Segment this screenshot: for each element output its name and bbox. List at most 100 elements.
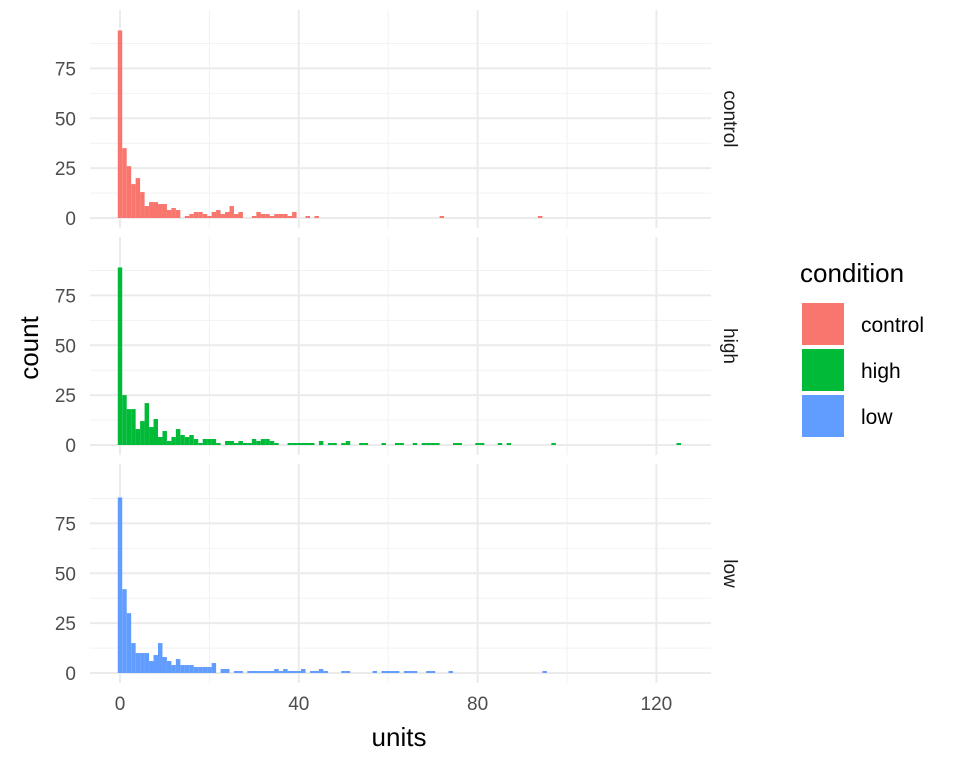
histogram-bar-high (198, 443, 203, 445)
histogram-bar-control (283, 214, 288, 218)
histogram-bar-control (278, 214, 284, 218)
histogram-bar-high (426, 443, 431, 445)
legend-key-high (802, 349, 844, 391)
histogram-bar-control (122, 148, 127, 218)
histogram-bar-control (225, 212, 230, 218)
histogram-bar-control (274, 214, 279, 218)
legend-label-control: control (861, 314, 924, 337)
x-axis: 0 40 80 120 (115, 694, 673, 715)
histogram-bar-high (421, 443, 427, 445)
histogram-bar-high (274, 443, 279, 445)
histogram-bar-low (220, 669, 226, 673)
y-axis-title: count (14, 315, 44, 379)
histogram-bar-control (537, 216, 543, 218)
facet-panel-control: 0 25 50 75 control (55, 10, 740, 230)
histogram-bar-low (381, 671, 386, 673)
histogram-bar-control (287, 216, 293, 218)
histogram-bar-low (238, 671, 243, 673)
histogram-bar-high (676, 443, 681, 445)
histogram-bar-high (211, 439, 217, 445)
histogram-bar-low (323, 671, 328, 673)
histogram-bar-low (426, 671, 431, 673)
histogram-bar-high (287, 443, 293, 445)
histogram-bar-low (233, 671, 239, 673)
histogram-bar-high (296, 443, 302, 445)
histogram-bar-high (292, 443, 297, 445)
histogram-bar-control (211, 212, 217, 218)
histogram-bar-control (144, 206, 150, 218)
histogram-bar-high (153, 419, 158, 445)
histogram-bar-low (394, 671, 400, 673)
histogram-bar-control (193, 212, 199, 218)
histogram-bar-high (131, 409, 136, 445)
histogram-bar-low (278, 671, 284, 673)
y-tick-label: 50 (55, 336, 76, 357)
histogram-bar-low (309, 671, 315, 673)
histogram-bar-high (327, 443, 333, 445)
histogram-bar-high (394, 443, 400, 445)
histogram-bar-high (341, 443, 346, 445)
x-tick-label: 40 (288, 694, 309, 715)
histogram-bar-high (166, 441, 172, 445)
histogram-bar-high (238, 441, 243, 445)
histogram-bar-high (506, 443, 512, 445)
histogram-bar-high (117, 267, 123, 445)
histogram-bar-high (233, 443, 239, 445)
histogram-bar-control (314, 216, 319, 218)
legend-key-low (802, 395, 844, 437)
histogram-bar-control (256, 212, 261, 218)
legend-key-control (802, 303, 844, 345)
legend: condition control high low (800, 258, 924, 437)
histogram-bar-high (135, 429, 141, 445)
histogram-bar-low (448, 671, 454, 673)
histogram-bar-control (439, 216, 445, 218)
histogram-bar-high (479, 443, 485, 445)
histogram-bar-low (131, 643, 136, 673)
histogram-bar-high (189, 435, 194, 445)
facet-strip-label-control: control (719, 90, 740, 147)
histogram-bar-low (260, 671, 266, 673)
histogram-bar-high (229, 441, 234, 445)
histogram-bar-high (430, 443, 436, 445)
histogram-bar-high (412, 443, 418, 445)
histogram-bar-low (202, 667, 208, 673)
histogram-bar-control (229, 206, 234, 218)
histogram-bar-control (292, 212, 297, 218)
histogram-bar-control (260, 214, 266, 218)
histogram-bar-high (399, 443, 404, 445)
histogram-bar-low (403, 671, 409, 673)
legend-label-high: high (861, 360, 901, 383)
legend-title: condition (800, 258, 904, 288)
histogram-bar-high (309, 443, 315, 445)
y-tick-label: 75 (55, 59, 76, 80)
histogram-bar-control (184, 216, 190, 218)
histogram-bar-high (149, 427, 154, 445)
histogram-bar-low (157, 643, 163, 673)
y-tick-label: 75 (55, 514, 76, 535)
histogram-bar-control (175, 210, 181, 218)
histogram-bar-low (296, 671, 302, 673)
y-tick-label: 25 (55, 386, 76, 407)
histogram-bar-low (149, 661, 154, 673)
histogram-bar-low (198, 667, 203, 673)
facet-strip-label-high: high (719, 328, 740, 364)
histogram-bar-low (162, 657, 167, 673)
histogram-bar-high (269, 441, 275, 445)
histogram-bar-low (193, 667, 199, 673)
histogram-bar-control (238, 212, 243, 218)
histogram-bar-low (122, 589, 127, 673)
facet-panels: 0 25 50 75 control 0 25 50 75 high 0 25 50 75 low (55, 10, 740, 685)
facet-panel-high: 0 25 50 75 high (55, 237, 740, 457)
histogram-bar-low (153, 655, 158, 673)
histogram-bar-high (265, 439, 270, 445)
histogram-bar-low (126, 613, 132, 673)
histogram-bar-control (171, 208, 176, 218)
histogram-bar-low (385, 671, 391, 673)
histogram-bar-low (314, 671, 319, 673)
x-tick-label: 80 (467, 694, 488, 715)
histogram-bar-low (135, 653, 141, 673)
histogram-bar-low (408, 671, 413, 673)
histogram-bar-high (318, 441, 324, 445)
histogram-bar-control (153, 202, 158, 218)
